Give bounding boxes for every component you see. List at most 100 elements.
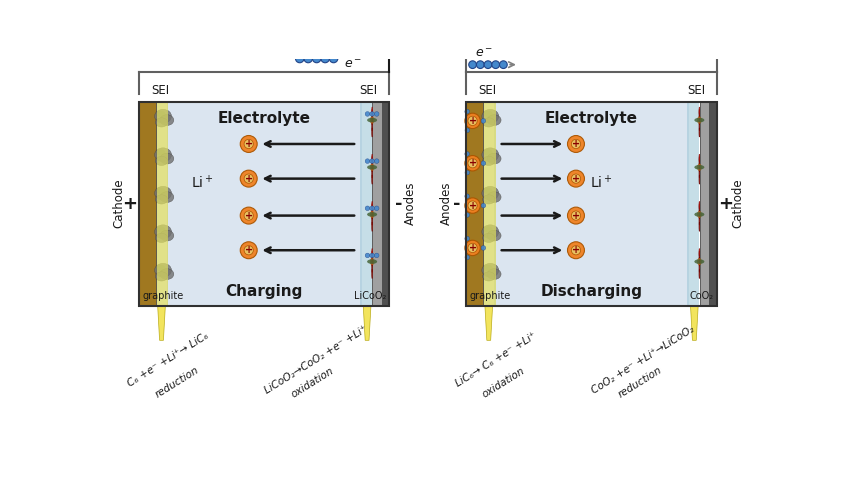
Polygon shape — [700, 102, 717, 306]
Circle shape — [241, 170, 258, 187]
Text: +: + — [572, 210, 580, 221]
Circle shape — [568, 242, 585, 259]
Ellipse shape — [370, 117, 374, 124]
Text: SEI: SEI — [360, 84, 377, 97]
Ellipse shape — [160, 115, 173, 125]
Polygon shape — [360, 102, 371, 306]
Ellipse shape — [484, 149, 493, 156]
Text: Charging: Charging — [225, 285, 303, 299]
Ellipse shape — [155, 225, 172, 239]
Circle shape — [481, 203, 485, 208]
Circle shape — [465, 109, 469, 114]
Circle shape — [465, 236, 469, 241]
Polygon shape — [372, 102, 389, 306]
Text: +: + — [468, 243, 477, 253]
Ellipse shape — [487, 269, 501, 280]
Ellipse shape — [155, 109, 172, 123]
Circle shape — [568, 207, 585, 224]
Ellipse shape — [694, 212, 705, 217]
Ellipse shape — [484, 188, 493, 194]
Text: +: + — [122, 195, 138, 212]
Text: LiCoO₂: LiCoO₂ — [354, 291, 387, 301]
Ellipse shape — [694, 118, 705, 123]
Polygon shape — [363, 306, 371, 340]
Polygon shape — [382, 102, 389, 306]
Circle shape — [468, 201, 477, 210]
Text: oxidation: oxidation — [289, 366, 336, 400]
Ellipse shape — [483, 156, 495, 165]
Polygon shape — [709, 102, 717, 306]
Circle shape — [374, 159, 379, 164]
Ellipse shape — [483, 272, 495, 281]
Polygon shape — [688, 102, 699, 306]
Ellipse shape — [483, 195, 495, 204]
Ellipse shape — [482, 186, 499, 200]
Ellipse shape — [697, 164, 701, 171]
Ellipse shape — [156, 118, 167, 127]
Ellipse shape — [156, 195, 167, 204]
Circle shape — [465, 170, 469, 175]
Circle shape — [366, 159, 370, 164]
Circle shape — [370, 253, 374, 258]
Ellipse shape — [370, 164, 374, 171]
Ellipse shape — [155, 148, 172, 162]
Circle shape — [477, 61, 484, 69]
Text: SEI: SEI — [479, 84, 496, 97]
Text: SEI: SEI — [151, 84, 169, 97]
Circle shape — [370, 159, 374, 164]
Circle shape — [468, 159, 477, 168]
Ellipse shape — [487, 192, 501, 203]
Ellipse shape — [367, 165, 377, 169]
Text: reduction: reduction — [616, 365, 664, 400]
Ellipse shape — [160, 269, 173, 280]
Ellipse shape — [370, 211, 374, 218]
Circle shape — [468, 244, 477, 252]
Ellipse shape — [156, 226, 166, 233]
Polygon shape — [690, 306, 698, 340]
Circle shape — [329, 54, 337, 63]
Polygon shape — [467, 102, 484, 306]
Polygon shape — [594, 46, 604, 52]
Text: Electrolyte: Electrolyte — [545, 111, 638, 126]
Circle shape — [500, 61, 507, 69]
Text: Cathode: Cathode — [113, 179, 126, 228]
Circle shape — [465, 156, 480, 171]
Text: -: - — [395, 195, 402, 212]
Text: +: + — [572, 245, 580, 255]
Circle shape — [465, 255, 469, 260]
Text: +: + — [245, 210, 252, 221]
Ellipse shape — [160, 192, 173, 203]
Circle shape — [304, 54, 313, 63]
Circle shape — [244, 211, 253, 220]
Circle shape — [244, 139, 253, 149]
Text: LiCoO₂→CoO₂ +e⁻ +Li⁺: LiCoO₂→CoO₂ +e⁻ +Li⁺ — [263, 324, 369, 395]
Circle shape — [374, 206, 379, 210]
Circle shape — [468, 61, 477, 69]
Circle shape — [587, 28, 611, 52]
Text: CoO₂ +e⁻ +Li⁺→LiCoO₂: CoO₂ +e⁻ +Li⁺→LiCoO₂ — [590, 324, 696, 395]
Text: -: - — [453, 195, 461, 212]
Text: +: + — [468, 158, 477, 168]
Circle shape — [571, 174, 581, 183]
Ellipse shape — [482, 109, 499, 123]
Circle shape — [568, 170, 585, 187]
Text: graphite: graphite — [142, 291, 184, 301]
Circle shape — [571, 211, 581, 220]
Circle shape — [492, 61, 500, 69]
Text: reduction: reduction — [153, 365, 201, 400]
Circle shape — [370, 112, 374, 116]
Polygon shape — [167, 102, 362, 306]
Ellipse shape — [484, 111, 493, 117]
Polygon shape — [484, 306, 493, 340]
Ellipse shape — [484, 226, 493, 233]
Circle shape — [374, 253, 379, 258]
Circle shape — [484, 61, 492, 69]
Circle shape — [465, 198, 480, 213]
Circle shape — [241, 135, 258, 153]
FancyBboxPatch shape — [275, 41, 297, 55]
Ellipse shape — [697, 117, 701, 124]
Ellipse shape — [370, 258, 374, 265]
Ellipse shape — [694, 259, 705, 264]
Text: Li$^+$: Li$^+$ — [590, 174, 613, 191]
Ellipse shape — [484, 265, 493, 271]
